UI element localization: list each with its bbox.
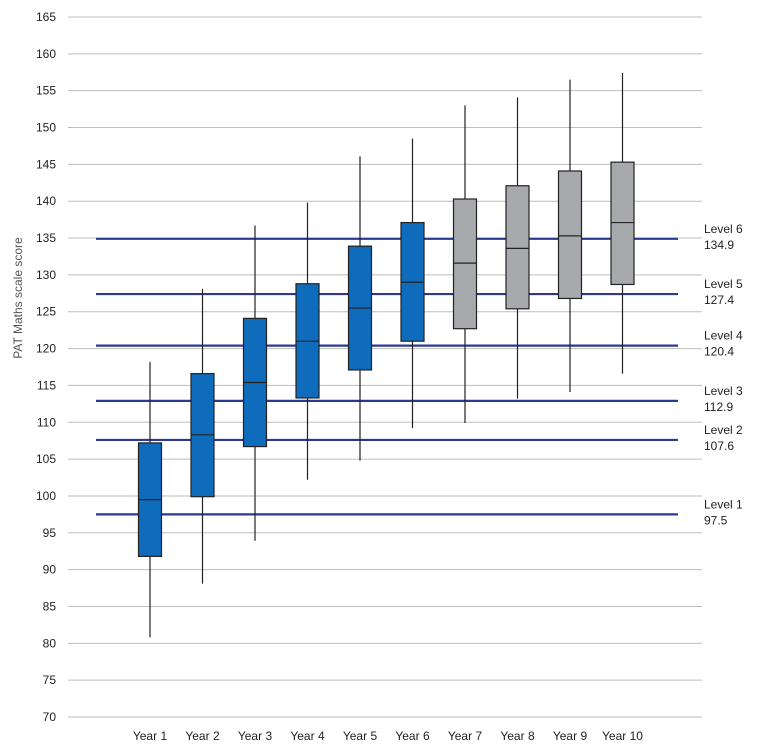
- y-tick-label: 100: [36, 489, 56, 503]
- box-5: [347, 156, 373, 461]
- y-tick-label: 125: [36, 305, 56, 319]
- box-1: [137, 361, 163, 638]
- level-label: Level 1: [704, 497, 743, 511]
- level-value: 127.4: [704, 293, 734, 307]
- box-10: [610, 73, 635, 374]
- level-label: Level 3: [704, 384, 743, 398]
- boxes: [137, 73, 635, 638]
- level-lines: [96, 237, 678, 516]
- level-value: 112.9: [704, 400, 733, 414]
- box-body: [610, 161, 635, 286]
- x-tick-label: Year 5: [343, 729, 378, 743]
- x-tick-label: Year 10: [602, 729, 643, 743]
- x-tick-label: Year 7: [448, 729, 483, 743]
- level-value: 134.9: [704, 238, 734, 252]
- box-2: [190, 288, 215, 584]
- y-tick-label: 155: [36, 84, 56, 98]
- y-tick-label: 120: [36, 342, 56, 356]
- level-value: 97.5: [704, 513, 728, 527]
- box-3: [242, 225, 268, 541]
- y-tick-label: 80: [43, 636, 57, 650]
- y-tick-label: 150: [36, 121, 56, 135]
- y-tick-label: 110: [37, 415, 56, 429]
- level-value: 120.4: [704, 345, 734, 359]
- x-axis-ticks: Year 1 Year 2 Year 3 Year 4 Year 5 Year 6 Year…: [133, 729, 643, 743]
- y-tick-label: 115: [37, 378, 56, 392]
- box-4: [295, 202, 320, 480]
- y-axis-ticks: 70 75 80 85 90 95 100 105 110 115 120 125 130 135 140 1…: [36, 10, 56, 724]
- y-tick-label: 140: [36, 194, 56, 208]
- x-tick-label: Year 1: [133, 729, 168, 743]
- grid-lines: [68, 16, 702, 718]
- y-tick-label: 90: [43, 563, 57, 577]
- level-label: Level 6: [704, 222, 743, 236]
- level-labels: Level 6 134.9 Level 5 127.4 Level 4 120.4 Leve…: [704, 222, 743, 528]
- box-body: [557, 170, 583, 300]
- y-tick-label: 160: [36, 47, 56, 61]
- x-tick-label: Year 9: [553, 729, 588, 743]
- box-9: [557, 79, 583, 393]
- level-label: Level 2: [704, 423, 743, 437]
- x-tick-label: Year 3: [238, 729, 273, 743]
- y-tick-label: 85: [43, 599, 57, 613]
- level-value: 107.6: [704, 439, 734, 453]
- box-body: [505, 185, 530, 310]
- level-label: Level 4: [704, 329, 743, 343]
- level-label: Level 5: [704, 277, 743, 291]
- y-axis-label: PAT Maths scale score: [11, 237, 25, 359]
- box-7: [452, 105, 478, 423]
- x-tick-label: Year 6: [395, 729, 430, 743]
- box-body: [452, 198, 478, 330]
- y-tick-label: 95: [43, 526, 57, 540]
- y-tick-label: 130: [36, 268, 56, 282]
- box-8: [505, 97, 530, 399]
- x-tick-label: Year 4: [290, 729, 325, 743]
- y-tick-label: 70: [43, 710, 57, 724]
- y-tick-label: 145: [36, 157, 56, 171]
- x-tick-label: Year 2: [185, 729, 220, 743]
- box-6: [400, 138, 425, 429]
- y-tick-label: 165: [36, 10, 56, 24]
- y-tick-label: 135: [36, 231, 56, 245]
- y-tick-label: 75: [43, 673, 57, 687]
- x-tick-label: Year 8: [500, 729, 535, 743]
- y-tick-label: 105: [36, 452, 56, 466]
